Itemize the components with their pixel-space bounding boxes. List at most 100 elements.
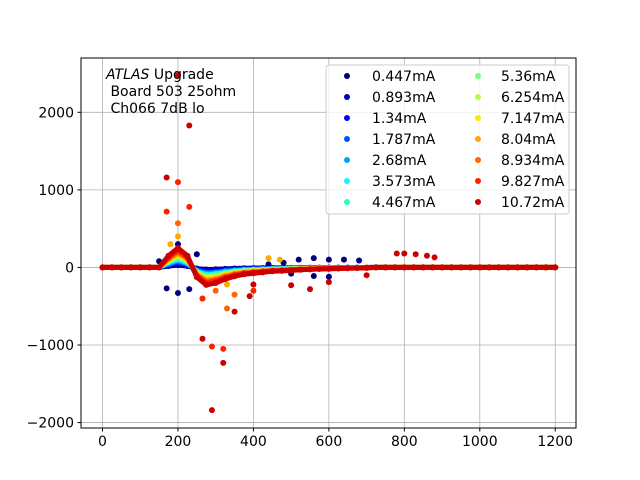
legend-label: 6.254mA (501, 90, 565, 106)
data-point (335, 265, 342, 272)
data-point (163, 208, 170, 215)
x-tick-label: 600 (316, 434, 343, 450)
data-point (344, 265, 351, 272)
data-point (193, 251, 200, 258)
data-point (184, 252, 191, 259)
data-point (250, 281, 257, 288)
y-tick-label: 1000 (38, 183, 74, 199)
data-point (356, 257, 363, 264)
series-10.72mA (99, 72, 559, 414)
data-point (354, 265, 361, 272)
legend-marker (475, 73, 481, 79)
data-point (156, 264, 163, 271)
y-tick-label: 2000 (38, 105, 74, 121)
data-point (457, 264, 464, 271)
legend-label: 0.893mA (372, 90, 436, 106)
data-point (295, 256, 302, 263)
data-point (401, 250, 408, 257)
x-tick-label: 400 (240, 434, 267, 450)
x-tick-label: 1200 (537, 434, 573, 450)
data-point (220, 359, 227, 366)
data-point (220, 345, 227, 352)
legend-label: 1.34mA (372, 111, 427, 127)
data-point (552, 264, 559, 271)
data-point (163, 285, 170, 292)
legend-marker (475, 136, 481, 142)
data-point (363, 264, 370, 271)
x-tick-label: 800 (391, 434, 418, 450)
legend-marker (344, 199, 350, 205)
plot-area (99, 72, 559, 414)
data-point (174, 233, 181, 240)
y-tick-label: 0 (65, 260, 74, 276)
legend-label: 10.72mA (501, 195, 565, 211)
legend-marker (344, 178, 350, 184)
legend-marker (475, 115, 481, 121)
data-point (174, 245, 181, 252)
legend-label: 7.147mA (501, 111, 565, 127)
x-tick-label: 0 (98, 434, 107, 450)
data-point (467, 264, 474, 271)
data-point (199, 295, 206, 302)
data-point (307, 266, 314, 273)
data-point (325, 279, 332, 286)
data-point (186, 203, 193, 210)
legend-marker (344, 73, 350, 79)
data-point (222, 276, 229, 283)
annotation: ATLAS Upgrade Board 503 25ohm Ch066 7dB … (105, 67, 236, 117)
data-point (174, 220, 181, 227)
legend-marker (475, 94, 481, 100)
data-point (231, 273, 238, 280)
data-point (203, 281, 210, 288)
data-point (240, 271, 247, 278)
data-point (259, 269, 266, 276)
legend-marker (475, 199, 481, 205)
data-point (174, 72, 181, 79)
data-point (186, 122, 193, 129)
data-point (382, 264, 389, 271)
data-point (250, 270, 257, 277)
x-tick-label: 200 (165, 434, 192, 450)
annotation-line2: Board 503 25ohm (106, 84, 236, 100)
legend-marker (344, 136, 350, 142)
data-point (420, 264, 427, 271)
data-point (269, 268, 276, 275)
data-point (278, 267, 285, 274)
data-point (193, 274, 200, 281)
data-point (431, 254, 438, 261)
data-point (231, 291, 238, 298)
legend-label: 0.447mA (372, 69, 436, 85)
data-point (297, 266, 304, 273)
data-point (212, 287, 219, 294)
data-point (505, 264, 512, 271)
data-point (246, 293, 253, 300)
data-point (412, 251, 419, 258)
data-point (146, 264, 153, 271)
legend-label: 1.787mA (372, 132, 436, 148)
data-point (514, 264, 521, 271)
data-point (448, 264, 455, 271)
data-point (393, 250, 400, 257)
data-point (231, 308, 238, 315)
legend-label: 8.934mA (501, 153, 565, 169)
data-point (208, 343, 215, 350)
legend-marker (475, 157, 481, 163)
data-point (265, 255, 272, 262)
x-tick-label: 1000 (462, 434, 498, 450)
data-point (363, 272, 370, 279)
data-point (224, 305, 231, 312)
annotation-italic: ATLAS (105, 67, 149, 83)
annotation-line1: Upgrade (149, 67, 213, 83)
data-point (325, 273, 332, 280)
data-point (423, 252, 430, 259)
data-point (310, 255, 317, 262)
data-point (137, 264, 144, 271)
data-point (127, 264, 134, 271)
annotation-line3: Ch066 7dB lo (106, 101, 205, 117)
data-point (108, 264, 115, 271)
data-point (174, 179, 181, 186)
data-point (429, 264, 436, 271)
data-point (373, 264, 380, 271)
ticks: 0 200 400 600 800 1000 1200 −2000 −1000 0 1000 2000 (27, 105, 573, 450)
